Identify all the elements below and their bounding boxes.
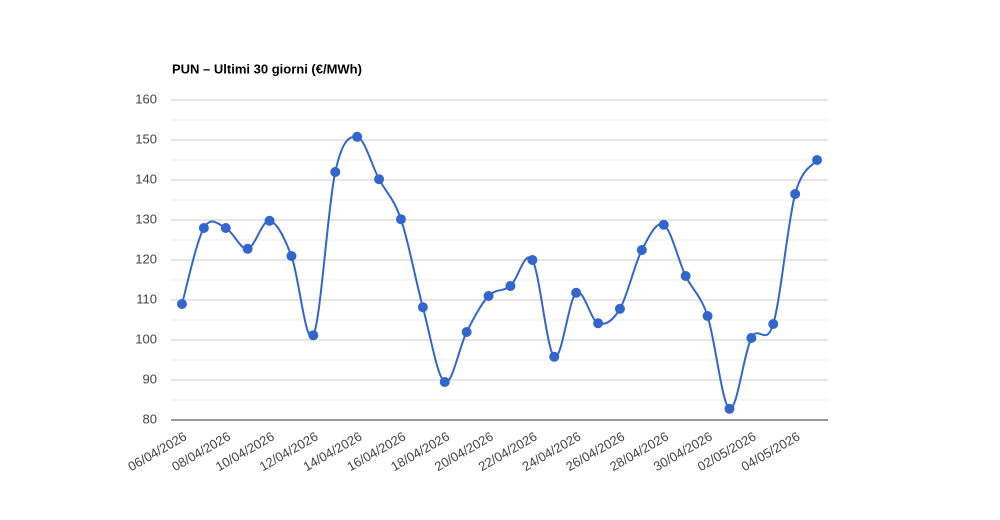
point bbox=[812, 155, 823, 165]
point bbox=[505, 281, 516, 291]
point bbox=[198, 223, 209, 233]
point bbox=[242, 243, 253, 254]
y-tick-label: 90 bbox=[143, 371, 157, 386]
point bbox=[374, 174, 385, 185]
y-tick-label: 110 bbox=[136, 291, 157, 306]
point bbox=[593, 318, 604, 329]
point bbox=[614, 303, 625, 314]
point bbox=[220, 223, 231, 233]
point bbox=[527, 255, 538, 265]
point bbox=[746, 333, 757, 343]
point bbox=[417, 302, 428, 313]
point bbox=[461, 327, 472, 337]
point bbox=[483, 291, 494, 301]
point bbox=[286, 251, 297, 261]
point bbox=[680, 271, 691, 281]
point bbox=[768, 319, 779, 329]
y-tick-label: 150 bbox=[135, 131, 157, 146]
point bbox=[702, 311, 713, 321]
line bbox=[180, 135, 818, 410]
point bbox=[439, 377, 450, 387]
y-tick-label: 120 bbox=[135, 251, 157, 266]
point bbox=[724, 403, 735, 414]
point bbox=[308, 330, 319, 341]
point bbox=[352, 131, 363, 142]
point bbox=[549, 351, 560, 362]
point bbox=[658, 219, 669, 230]
point bbox=[571, 287, 582, 298]
y-tick-label: 80 bbox=[143, 411, 157, 426]
y-tick-label: 130 bbox=[135, 211, 157, 226]
point bbox=[176, 299, 187, 309]
point bbox=[330, 167, 341, 177]
point bbox=[790, 189, 801, 199]
point bbox=[636, 245, 647, 255]
y-tick-label: 100 bbox=[135, 331, 157, 346]
y-tick-label: 140 bbox=[135, 171, 157, 186]
point bbox=[264, 215, 275, 226]
point bbox=[395, 214, 406, 225]
y-tick-label: 160 bbox=[135, 91, 157, 106]
chart-title: PUN – Ultimi 30 giorni (€/MWh) bbox=[172, 61, 362, 76]
